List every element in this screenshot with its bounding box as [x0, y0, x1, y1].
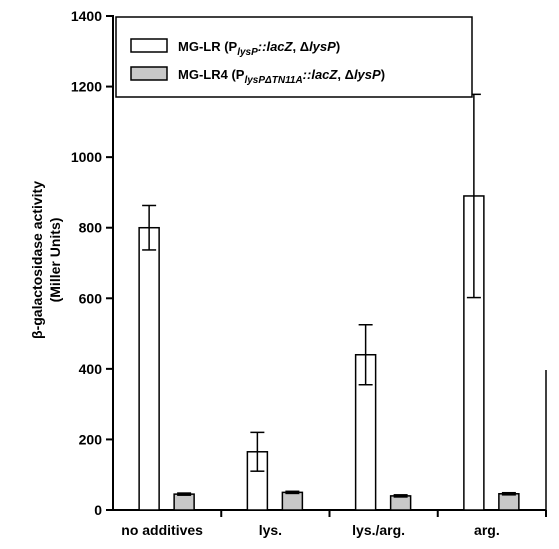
bar-series-2-1	[281, 491, 304, 511]
bar-series-2-0	[173, 493, 195, 511]
error-bar-series-2-1	[285, 490, 300, 495]
y-tick-label-400: 400	[79, 361, 103, 377]
x-ticks: no additives lys. lys./arg. arg.	[121, 510, 547, 538]
legend-label-series-1: MG-LR (PlysP::lacZ, ΔlysP)	[178, 39, 340, 58]
error-bar-series-2-0	[177, 492, 192, 496]
x-tick-label-1: lys.	[259, 522, 282, 538]
error-bar-series-2-3	[501, 491, 516, 496]
y-tick-label-200: 200	[79, 431, 103, 447]
y-tick-label-800: 800	[79, 220, 103, 236]
legend: MG-LR (PlysP::lacZ, ΔlysP) MG-LR4 (PlysP…	[115, 16, 473, 98]
y-axis-title-line2: (Miller Units)	[47, 218, 63, 303]
legend-label-series-2: MG-LR4 (PlysPΔTN11A::lacZ, ΔlysP)	[178, 67, 385, 86]
error-bar-series-1-2	[358, 324, 373, 386]
error-bar-series-2-2	[393, 494, 408, 498]
x-tick-label-0: no additives	[121, 522, 203, 538]
error-bar-series-1-0	[142, 204, 157, 251]
legend-swatch-series-2	[130, 66, 168, 81]
y-tick-label-0: 0	[94, 502, 102, 518]
bar-series-2-3	[498, 493, 520, 511]
x-tick-label-3: arg.	[474, 522, 500, 538]
error-bar-series-1-1	[250, 431, 265, 472]
y-tick-label-1400: 1400	[71, 8, 102, 24]
y-axis-title-line1: β-galactosidase activity	[29, 181, 45, 339]
x-tick-label-2: lys./arg.	[352, 522, 405, 538]
bars	[138, 195, 520, 511]
legend-frame	[115, 16, 473, 98]
bar-series-2-2	[389, 495, 412, 511]
y-tick-label-600: 600	[79, 290, 103, 306]
error-bars	[142, 93, 516, 498]
legend-swatch-series-1	[130, 38, 168, 53]
y-tick-label-1000: 1000	[71, 149, 102, 165]
y-ticks: 0 200 400 600 800 1000 1200 1400	[71, 8, 113, 518]
bar-series-1-0	[138, 226, 160, 511]
y-tick-label-1200: 1200	[71, 79, 102, 95]
y-axis-title: β-galactosidase activity (Miller Units)	[29, 181, 63, 339]
